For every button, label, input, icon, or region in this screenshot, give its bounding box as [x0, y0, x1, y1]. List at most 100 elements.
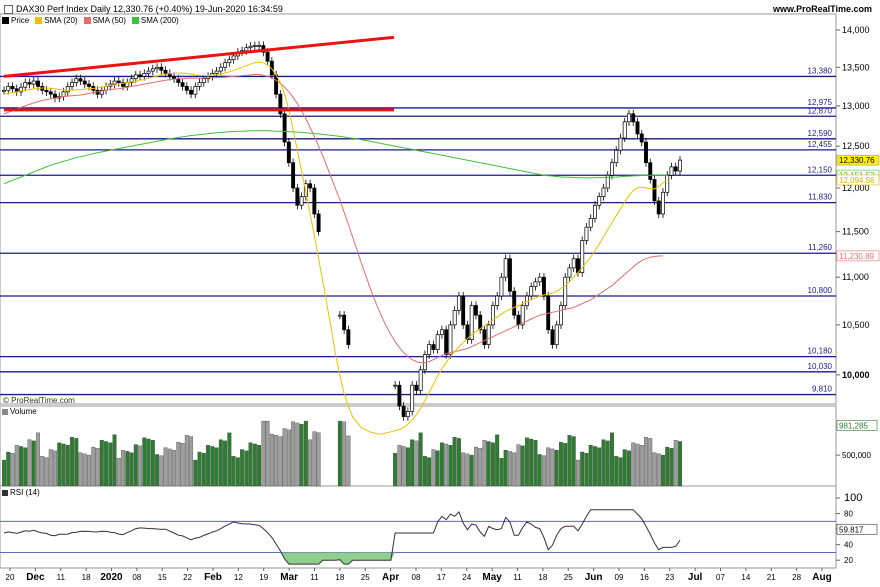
volume-bar [422, 456, 427, 487]
candle-body [520, 305, 525, 326]
volume-toggle-icon[interactable] [2, 408, 8, 415]
legend-price[interactable]: Price [2, 16, 29, 25]
volume-bar [397, 445, 402, 487]
candle-body [669, 166, 674, 176]
volume-bar [10, 453, 15, 487]
level-label: 12,870 [808, 106, 833, 115]
candle-body [218, 66, 223, 72]
candle-body [610, 162, 614, 176]
candle [112, 76, 117, 89]
rsi-toggle-icon[interactable] [2, 489, 8, 496]
candle-body [70, 82, 74, 87]
volume-bar [342, 421, 347, 487]
candle-body [265, 51, 270, 62]
candle-body [146, 70, 151, 74]
level-label: 10,800 [808, 286, 833, 295]
volume-panel-label[interactable]: Volume [2, 407, 37, 416]
candle-body [116, 80, 121, 83]
rsi-panel-label[interactable]: RSI (14) [2, 488, 40, 497]
candle-body [393, 384, 398, 387]
candle [159, 63, 164, 75]
candle-body [61, 91, 66, 97]
volume-bar [286, 429, 291, 487]
x-axis-label: Aug [812, 572, 831, 583]
volume-bar [125, 451, 130, 487]
rsi-axis-label: 100 [844, 492, 862, 504]
volume-bar [167, 448, 172, 487]
candle [580, 236, 585, 277]
candle [554, 320, 559, 349]
volume-bar [503, 449, 508, 487]
candle [669, 162, 674, 180]
candle [593, 201, 597, 223]
candle-body [316, 213, 321, 232]
volume-bar [656, 453, 661, 487]
candle-body [193, 86, 198, 95]
volume-bar [618, 457, 623, 487]
legend-sma50[interactable]: SMA (50) [83, 16, 126, 25]
candle [410, 381, 415, 416]
volume-bar [231, 456, 236, 487]
price-panel-frame [0, 13, 837, 405]
volume-bar [36, 432, 40, 487]
candle-body [78, 78, 83, 82]
volume-bar [248, 442, 253, 487]
volume-bar [104, 441, 108, 487]
candle [614, 146, 619, 167]
volume-bar [529, 438, 534, 487]
candle-body [197, 82, 202, 87]
level-label: 12,590 [808, 129, 833, 138]
volume-bar [393, 453, 398, 487]
legend-sma20[interactable]: SMA (20) [35, 16, 78, 25]
x-axis-label: Jun [585, 572, 603, 583]
volume-bar [133, 444, 138, 487]
volume-bar [57, 442, 62, 487]
candle-body [142, 73, 147, 77]
price-tag-bg [836, 154, 880, 166]
candle-body [554, 324, 559, 345]
volume-bar [269, 433, 274, 487]
volume-bar [295, 422, 300, 487]
candle-body [189, 89, 194, 95]
candle [223, 58, 228, 72]
volume-bar [486, 441, 491, 487]
legend-sma200[interactable]: SMA (200) [131, 16, 179, 25]
candle-body [601, 187, 606, 197]
candle [465, 320, 470, 344]
x-axis-label: 11 [513, 573, 522, 582]
volume-bar [584, 453, 589, 487]
candle-body [342, 314, 347, 331]
candle [193, 82, 198, 99]
candle-body [593, 204, 597, 219]
volume-bar [78, 452, 83, 487]
volume-bar [580, 451, 585, 487]
candle-body [282, 113, 287, 143]
candle-body [465, 324, 470, 340]
volume-bar [439, 442, 444, 487]
candle-body [172, 76, 177, 80]
price-axis-label: 13,500 [842, 62, 870, 72]
x-axis-label: 20 [6, 573, 15, 582]
rsi-axis-label: 40 [844, 541, 853, 550]
candle [10, 82, 15, 93]
candle-body [31, 80, 36, 85]
candle-body [312, 187, 317, 215]
volume-bar [303, 420, 308, 487]
legend-sma200-swatch [131, 17, 139, 24]
candle [427, 340, 432, 359]
candle [486, 320, 491, 349]
candle [401, 402, 406, 421]
candle-body [499, 276, 504, 297]
candle-body [512, 290, 517, 316]
volume-bar [601, 439, 606, 487]
x-axis-label: Apr [382, 572, 399, 583]
instrument-checkbox[interactable] [4, 4, 13, 14]
candle-body [559, 305, 563, 326]
candle-body [678, 159, 682, 172]
level-label: 12,975 [808, 98, 833, 107]
volume-last-tag [836, 420, 878, 431]
candle-body [36, 80, 40, 87]
candle [652, 175, 657, 205]
volume-bar [614, 456, 619, 487]
candle [495, 291, 500, 310]
